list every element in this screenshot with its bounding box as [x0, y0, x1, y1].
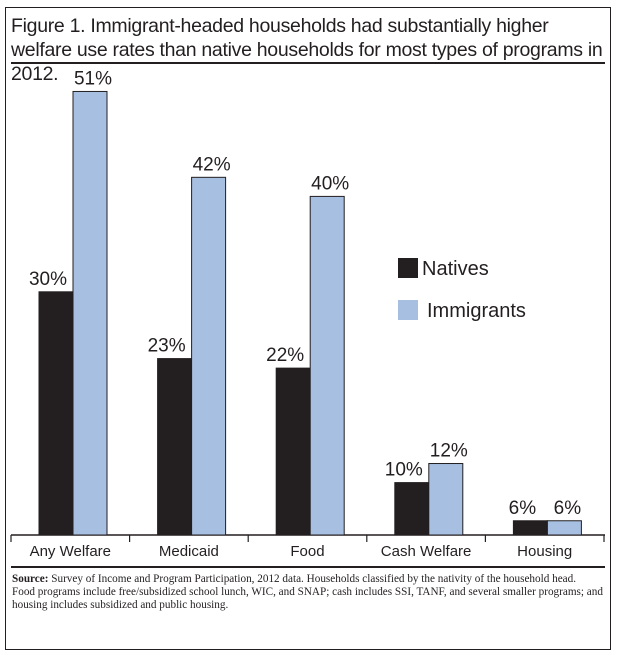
data-label: 6%: [554, 498, 582, 519]
notes-rule: [11, 566, 605, 568]
legend-label: Immigrants: [427, 300, 526, 322]
notes-detail: Food programs include free/subsidized sc…: [12, 586, 603, 611]
category-label: Housing: [517, 543, 572, 560]
bar-immigrants: [309, 195, 345, 536]
bar-immigrants: [191, 176, 227, 536]
category-label: Food: [290, 543, 324, 560]
data-label: 22%: [266, 345, 304, 366]
data-label: 42%: [193, 154, 231, 175]
data-label: 30%: [29, 269, 67, 290]
data-label: 12%: [430, 441, 468, 462]
bar-natives: [157, 358, 193, 536]
data-label: 10%: [385, 460, 423, 481]
bar-immigrants: [428, 463, 464, 536]
bar-natives: [275, 367, 311, 536]
data-label: 51%: [74, 68, 112, 89]
bar-natives: [394, 482, 430, 536]
chart-title: Figure 1. Immigrant-headed households ha…: [11, 15, 603, 85]
chart-notes: Source: Survey of Income and Program Par…: [12, 573, 606, 612]
source-text: Survey of Income and Program Participati…: [48, 573, 577, 585]
bar-natives: [512, 520, 548, 536]
category-label: Cash Welfare: [381, 543, 472, 560]
bar-immigrants: [72, 90, 108, 536]
legend-label: Natives: [422, 258, 489, 280]
bar-natives: [38, 291, 74, 536]
title-rule: [11, 62, 605, 64]
legend-swatch: [398, 258, 418, 278]
source-label: Source:: [12, 573, 49, 585]
category-label: Any Welfare: [30, 543, 111, 560]
category-label: Medicaid: [159, 543, 219, 560]
bar-chart: Any Welfare 30% 51% Medicaid 23% 42% Food 22% 40…: [10, 68, 605, 560]
bar-immigrants: [546, 520, 582, 536]
data-label: 40%: [311, 173, 349, 194]
data-label: 6%: [509, 498, 537, 519]
figure-frame: [5, 7, 611, 650]
legend-swatch: [398, 300, 418, 320]
data-label: 23%: [148, 336, 186, 357]
